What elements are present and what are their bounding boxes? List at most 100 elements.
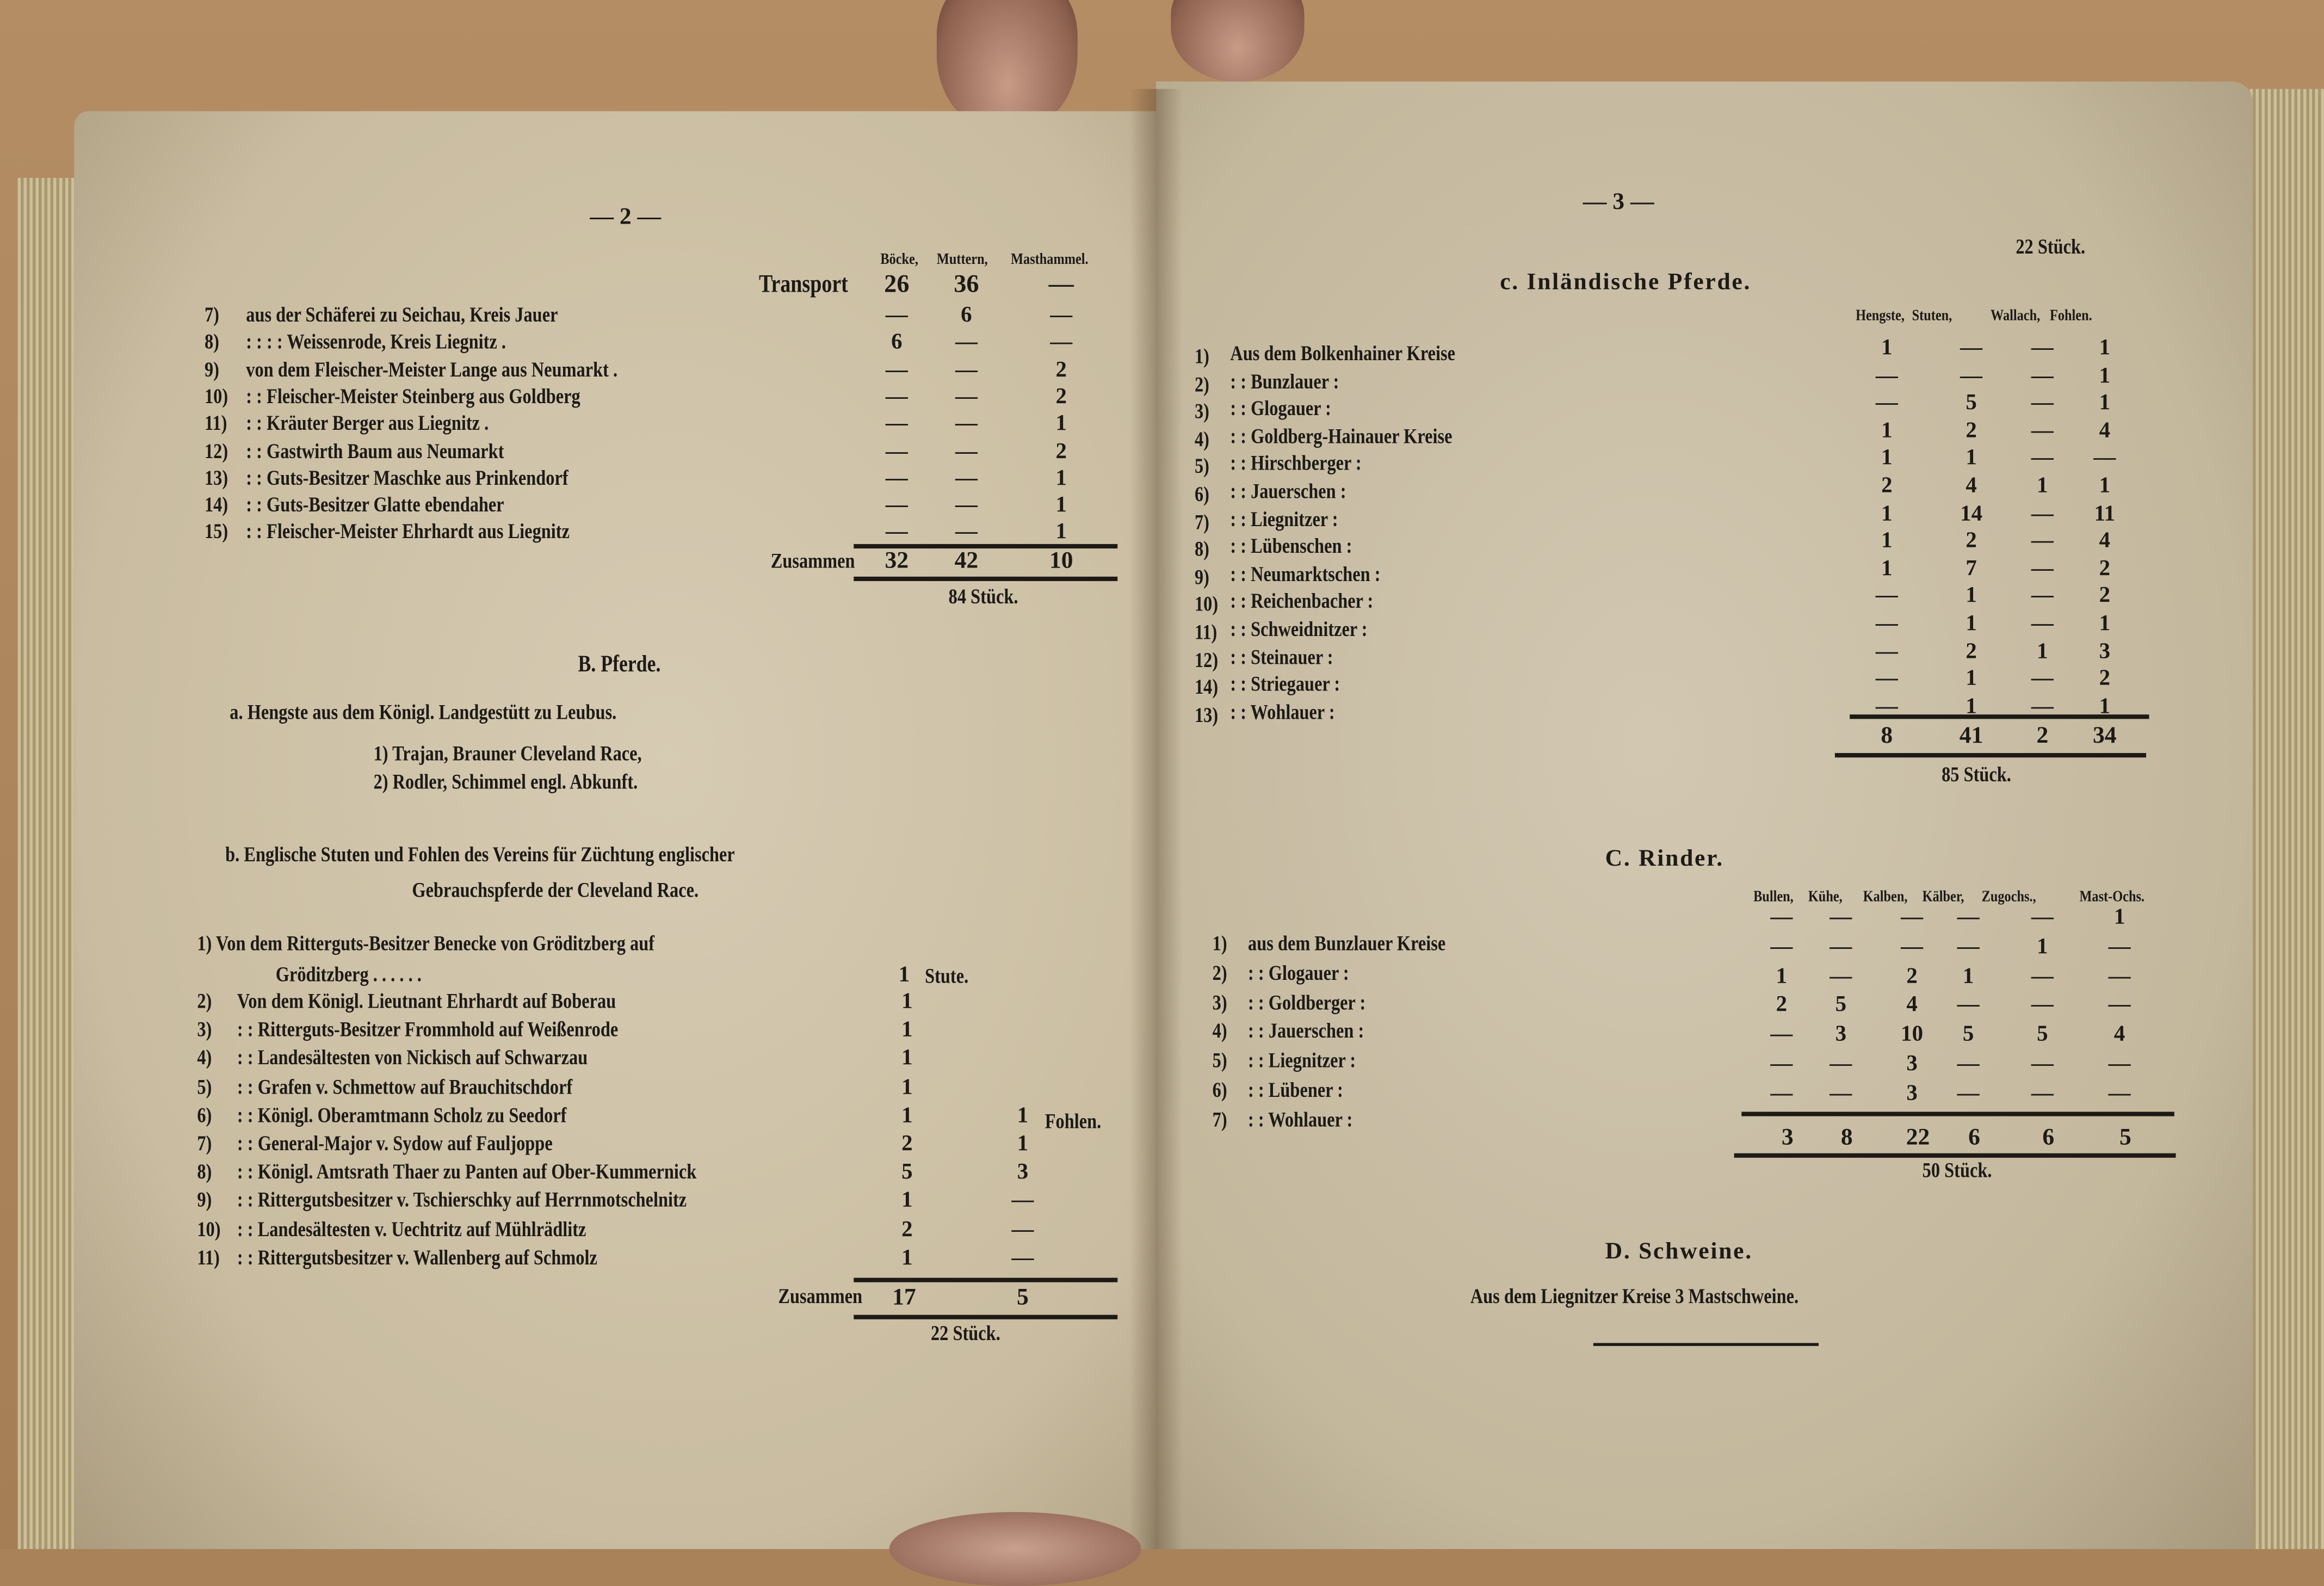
table-cell: 1	[1962, 964, 1974, 989]
total-label: Zusammen	[778, 1285, 863, 1309]
table-cell: 5	[1965, 391, 1977, 416]
table-cell: —	[1957, 905, 1980, 930]
row-number: 5)	[197, 1075, 212, 1100]
total-value: 17	[892, 1285, 916, 1311]
table-cell: 3	[1906, 1082, 1918, 1106]
table-cell: —	[1829, 1082, 1852, 1106]
stuten-value: 1	[901, 1075, 913, 1100]
table-cell: 3	[2099, 639, 2111, 664]
stallion-item: 1) Trajan, Brauner Cleveland Race,	[373, 742, 642, 767]
transport-value: —	[1048, 269, 1074, 298]
row-text: : : Wohlauer :	[1248, 1108, 1353, 1132]
table-cell: —	[1050, 304, 1073, 328]
table-cell: 2	[1906, 964, 1918, 989]
table-cell: —	[885, 466, 908, 491]
table-rule	[1834, 753, 2147, 758]
table-cell: 1	[1881, 502, 1893, 526]
fohlen-unit: Fohlen.	[1044, 1110, 1102, 1134]
table-cell: 11	[2094, 502, 2116, 526]
table-cell: —	[885, 493, 908, 518]
table-rule	[854, 544, 1118, 549]
table-cell: 2	[1965, 419, 1977, 443]
row-number: 9)	[1194, 566, 1209, 590]
table-cell: 1	[1055, 466, 1067, 491]
total-value: 3	[1781, 1125, 1794, 1151]
table-cell: 1	[1881, 529, 1893, 553]
table-cell: 2	[2099, 557, 2111, 581]
row-number: 4)	[1194, 428, 1209, 452]
row-text: aus dem Bunzlauer Kreise	[1248, 932, 1446, 956]
row-number: 5)	[1212, 1050, 1227, 1074]
table-cell: —	[2031, 695, 2054, 719]
finger	[1171, 0, 1305, 82]
table-cell: 2	[1055, 358, 1067, 382]
column-header: Kälber,	[1922, 889, 1964, 906]
stallion-item: 2) Rodler, Schimmel engl. Abkunft.	[373, 770, 638, 795]
row-text: : : Lübener :	[1248, 1079, 1343, 1103]
table-cell: —	[2031, 1082, 2054, 1106]
row-text: : : Rittergutsbesitzer v. Tschierschky a…	[237, 1189, 687, 1213]
total-value: 8	[1881, 723, 1893, 749]
row-number: 3)	[197, 1019, 212, 1042]
row-number: 1)	[1194, 345, 1209, 369]
table-cell: —	[955, 358, 978, 382]
row-number: 1)	[1212, 932, 1227, 956]
table-cell: —	[885, 385, 908, 409]
column-header: Bullen,	[1753, 889, 1794, 906]
table-cell: —	[1770, 1023, 1793, 1047]
table-cell: 1	[1776, 964, 1788, 989]
row-text: : : General-Major v. Sydow auf Fauljoppe	[237, 1132, 553, 1157]
row-text: : : Hirschberger :	[1230, 453, 1362, 477]
row-number: 14)	[204, 493, 228, 518]
table-cell: —	[2031, 419, 2054, 443]
row-number: 5)	[1194, 455, 1209, 480]
table-cell: —	[1875, 584, 1898, 609]
table-cell: —	[2031, 364, 2054, 388]
row-text: Von dem Königl. Lieutnant Ehrhardt auf B…	[237, 990, 616, 1014]
mares-row-1-value: 1	[898, 963, 910, 988]
row-number: 2)	[197, 990, 212, 1014]
table-cell: —	[2031, 964, 2054, 989]
page-number-left: — 2 —	[590, 204, 662, 230]
table-cell: 1	[2037, 639, 2048, 664]
row-number: 3)	[1194, 400, 1209, 424]
stuten-value: 5	[901, 1161, 913, 1185]
mares-row-1b: Gröditzberg . . . . . .	[275, 963, 422, 988]
row-number: 12)	[204, 439, 228, 464]
fohlen-value: —	[1011, 1189, 1034, 1213]
row-text: : : Gastwirth Baum aus Neumarkt	[246, 439, 504, 464]
row-number: 9)	[204, 358, 219, 382]
table-cell: —	[2031, 667, 2054, 692]
row-text: von dem Fleischer-Meister Lange aus Neum…	[246, 358, 618, 382]
total-value: 41	[1959, 723, 1983, 749]
row-text: : : Guts-Besitzer Maschke aus Prinkendor…	[246, 466, 568, 491]
table-cell: 2	[1055, 385, 1067, 409]
table-cell: —	[955, 466, 978, 491]
table-cell: 1	[2037, 474, 2048, 498]
row-text: : : Königl. Oberamtmann Scholz zu Seedor…	[237, 1104, 567, 1128]
stallions-heading: a. Hengste aus dem Königl. Landgestütt z…	[230, 701, 617, 725]
table-cell: —	[1875, 667, 1898, 692]
table-cell: —	[1829, 964, 1852, 989]
table-rule	[1734, 1153, 2176, 1158]
table-cell: —	[885, 358, 908, 382]
table-rule	[1850, 714, 2149, 719]
table-cell: 1	[1965, 695, 1977, 719]
table-cell: —	[885, 521, 908, 545]
table-cell: 2	[2099, 584, 2111, 609]
mares-heading: b. Englische Stuten und Fohlen des Verei…	[225, 843, 735, 867]
row-number: 6)	[1212, 1079, 1227, 1103]
row-number: 2)	[1194, 373, 1209, 397]
row-text: : : Glogauer :	[1230, 397, 1331, 422]
table-cell: 1	[1965, 584, 1977, 609]
book-gutter	[1129, 89, 1183, 1550]
total-value: 5	[2119, 1125, 2131, 1151]
row-text: : : Fleischer-Meister Steinberg aus Gold…	[246, 385, 580, 409]
table-cell: 4	[1965, 474, 1977, 498]
column-header: Wallach,	[1991, 308, 2041, 325]
total-value: 5	[1017, 1285, 1029, 1311]
table-cell: —	[1901, 905, 1924, 930]
row-number: 6)	[197, 1104, 212, 1128]
table-cell: 1	[2113, 905, 2125, 930]
table-cell: —	[1957, 1052, 1980, 1076]
